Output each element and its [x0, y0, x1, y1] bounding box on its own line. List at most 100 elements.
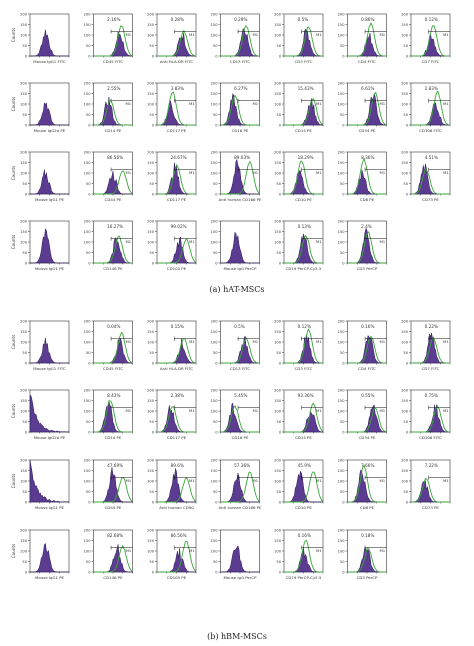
y-tick-label: 100	[211, 240, 219, 244]
x-axis-label: Mouse IgG1 PE	[35, 266, 65, 271]
y-tick-label: 200	[211, 81, 219, 85]
y-tick-label: 100	[20, 102, 28, 106]
y-tick-label: 50	[86, 113, 91, 117]
y-tick-label: 50	[86, 490, 91, 494]
y-tick-label: 50	[86, 182, 91, 186]
gate-marker-label: M1	[380, 32, 386, 37]
x-axis-label: CD3 PerCP	[357, 266, 378, 271]
y-tick-label: 150	[338, 23, 346, 27]
histogram-fill	[284, 470, 323, 503]
y-tick-label: 50	[276, 351, 281, 355]
x-axis-label: CD45 FITC	[103, 59, 123, 64]
y-tick-label: 200	[20, 12, 28, 16]
y-tick-label: 0	[279, 570, 282, 574]
x-axis-label: CD105 PE	[167, 266, 187, 271]
y-tick-label: 100	[401, 409, 409, 413]
x-axis-label: Mouse IgG1 PE	[35, 575, 65, 580]
y-tick-label: 0	[406, 192, 409, 196]
positive-percentage: 0.86%	[361, 17, 374, 22]
histogram-plot: 0 50 100 150 200 57.36% M1 Anti human CD166 PE	[211, 458, 262, 510]
y-tick-label: 50	[403, 490, 408, 494]
y-tick-label: 100	[274, 240, 282, 244]
y-tick-label: 50	[403, 351, 408, 355]
x-axis-label: CD10 PE	[295, 505, 312, 510]
y-tick-label: 100	[20, 479, 28, 483]
y-tick-label: 0	[215, 430, 218, 434]
y-tick-label: 150	[274, 469, 282, 473]
positive-percentage: 99.02%	[171, 224, 187, 229]
y-tick-label: 100	[20, 240, 28, 244]
histogram-fill	[220, 92, 260, 126]
gate-marker-label: M1	[380, 408, 386, 413]
y-tick-label: 100	[338, 102, 346, 106]
y-tick-label: 150	[84, 469, 92, 473]
stained-overlay-line	[157, 163, 196, 195]
y-tick-label: 50	[149, 420, 154, 424]
histogram-plot: 0 50 100 150 200 Mouse IgG PerCP	[211, 219, 260, 271]
y-tick-label: 150	[147, 230, 155, 234]
y-tick-label: 200	[274, 388, 282, 392]
histogram-plot: 0 50 100 150 200 Counts Mouse IgG1 FITC	[11, 12, 70, 64]
y-tick-label: 150	[338, 161, 346, 165]
y-tick-label: 0	[279, 261, 282, 265]
histogram-plot: 0 50 100 150 200 89.03% M1 Anti human CD166 PE	[211, 150, 262, 202]
stained-overlay-line	[157, 540, 197, 573]
y-tick-label: 50	[276, 560, 281, 564]
panel-b-caption: (b) hBM-MSCs	[207, 632, 267, 641]
histogram-plot: 0 50 100 150 200 47.69% M1 CD44 PE	[84, 458, 133, 510]
gate-marker-label: M1	[189, 478, 195, 483]
y-tick-label: 0	[342, 430, 345, 434]
x-axis-label: CD8 PE	[360, 197, 375, 202]
y-tick-label: 200	[211, 528, 219, 532]
y-tick-label: 100	[84, 33, 92, 37]
y-tick-label: 150	[211, 230, 219, 234]
y-tick-label: 150	[211, 92, 219, 96]
y-tick-label: 200	[338, 219, 346, 223]
histogram-plot: 0 50 100 150 200 Mouse IgG PerCP	[211, 528, 260, 580]
y-tick-label: 150	[401, 330, 409, 334]
histogram-plot: 0 50 100 150 200 0.28% M1 Anti HLA-DR FITC	[147, 12, 197, 64]
stained-overlay-line	[93, 235, 133, 264]
y-tick-label: 150	[338, 539, 346, 543]
y-tick-label: 0	[342, 570, 345, 574]
y-tick-label: 200	[147, 388, 155, 392]
positive-percentage: 57.36%	[234, 463, 250, 468]
histogram-plot: 0 50 100 150 200 93.36% M1 CD15 PE	[274, 388, 324, 440]
y-tick-label: 200	[401, 150, 409, 154]
positive-percentage: 0.55%	[361, 393, 374, 398]
y-tick-label: 100	[20, 340, 28, 344]
stained-overlay-line	[284, 471, 324, 503]
y-tick-label: 50	[22, 113, 27, 117]
histogram-fill	[411, 332, 450, 364]
y-tick-label: 100	[211, 549, 219, 553]
stained-overlay-line	[347, 22, 387, 57]
y-tick-label: 0	[279, 430, 282, 434]
y-tick-label: 200	[20, 150, 28, 154]
x-axis-label: CD117 PE	[167, 197, 187, 202]
y-tick-label: 200	[211, 219, 219, 223]
histogram-fill	[29, 394, 70, 433]
histogram-plot: 0 50 100 150 200 89.6% M1 Anti human CD90	[147, 458, 197, 510]
histogram-fill	[157, 162, 196, 195]
histogram-plot: 0 50 100 150 200 2.38% M1 CD117 PE	[147, 388, 197, 440]
y-tick-label: 50	[22, 490, 27, 494]
x-axis-label: CD19 PerCP-Cy5.5	[286, 575, 322, 580]
x-axis-label: CD4 FITC	[358, 366, 376, 371]
y-tick-label: 150	[20, 539, 28, 543]
y-tick-label: 100	[84, 340, 92, 344]
y-tick-label: 150	[211, 330, 219, 334]
histogram-fill	[93, 400, 133, 433]
y-tick-label: 200	[338, 81, 346, 85]
y-tick-label: 150	[274, 399, 282, 403]
gate-marker-label: M1	[189, 32, 195, 37]
gate-marker-label: M1	[316, 101, 322, 106]
x-axis-label: Mouse IgG PerCP	[224, 575, 258, 580]
y-tick-label: 0	[279, 192, 282, 196]
y-tick-label: 50	[276, 113, 281, 117]
x-axis-label: Anti human CD166 PE	[219, 505, 263, 510]
histogram-plot: 0 50 100 150 200 86.56% M1 CD44 PE	[84, 150, 133, 202]
x-axis-label: CD146 PE	[103, 266, 123, 271]
y-tick-label: 150	[84, 230, 92, 234]
y-tick-label: 150	[211, 469, 219, 473]
stained-overlay-line	[411, 168, 450, 195]
